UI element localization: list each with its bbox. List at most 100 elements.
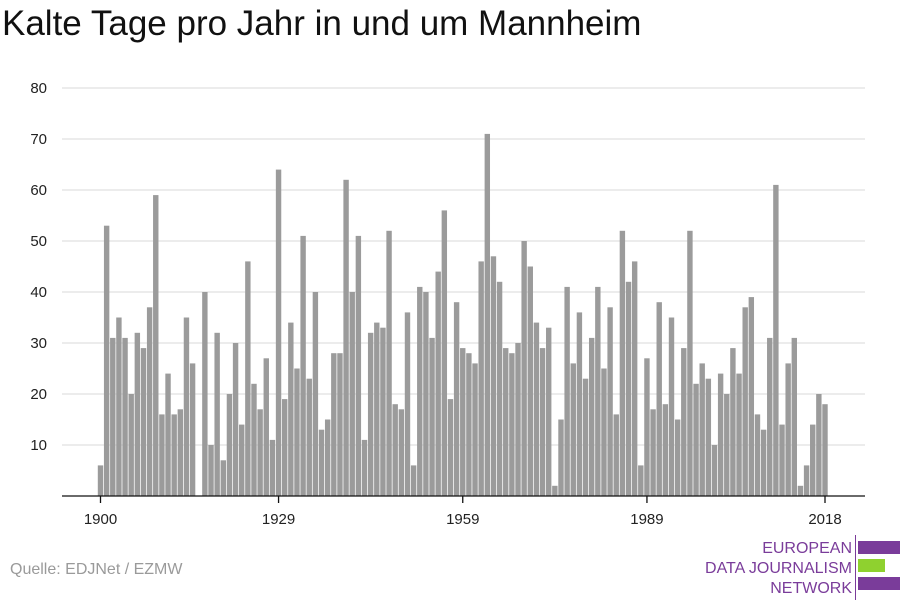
bar bbox=[533, 322, 540, 496]
bar bbox=[460, 348, 466, 496]
bar bbox=[662, 404, 669, 496]
bar bbox=[607, 307, 613, 496]
bar bbox=[122, 337, 128, 496]
bar bbox=[496, 281, 503, 496]
bar bbox=[300, 235, 306, 496]
bar bbox=[294, 368, 300, 496]
y-axis-ticks: 10 20 30 40 50 60 70 80 bbox=[30, 80, 47, 454]
bar bbox=[398, 409, 405, 496]
bar bbox=[668, 317, 675, 496]
bar bbox=[214, 332, 220, 496]
bar bbox=[650, 409, 656, 496]
bar bbox=[331, 353, 337, 496]
bar bbox=[429, 337, 435, 496]
bar bbox=[251, 383, 257, 496]
y-tick-label: 80 bbox=[30, 80, 47, 97]
x-tick-label: 1900 bbox=[84, 511, 117, 528]
y-tick-label: 30 bbox=[30, 335, 47, 352]
bar bbox=[392, 404, 398, 496]
bar bbox=[576, 312, 583, 496]
x-tick-label: 2018 bbox=[808, 511, 841, 528]
logo-line-3: NETWORK bbox=[770, 580, 852, 597]
bar bbox=[595, 286, 601, 496]
bar bbox=[644, 358, 650, 496]
logo-stripe-top bbox=[858, 541, 900, 554]
bar bbox=[472, 363, 478, 496]
bar bbox=[791, 337, 798, 496]
bar bbox=[822, 404, 828, 496]
bar bbox=[171, 414, 177, 496]
bar bbox=[509, 353, 515, 496]
bar bbox=[116, 317, 122, 496]
bar bbox=[515, 343, 521, 496]
bar bbox=[503, 348, 509, 496]
bar bbox=[681, 348, 687, 496]
bar bbox=[288, 322, 294, 496]
bar bbox=[337, 353, 343, 496]
bar bbox=[754, 414, 761, 496]
bar bbox=[367, 332, 374, 496]
bar bbox=[687, 230, 693, 497]
y-tick-label: 10 bbox=[30, 437, 47, 454]
bar bbox=[355, 235, 362, 496]
bar bbox=[404, 312, 411, 496]
bar bbox=[343, 179, 349, 497]
bar bbox=[441, 210, 448, 496]
bar bbox=[361, 439, 368, 496]
bar bbox=[748, 297, 755, 496]
bar bbox=[239, 424, 245, 496]
bar bbox=[410, 465, 417, 496]
bar bbox=[134, 332, 141, 496]
bar bbox=[779, 424, 785, 496]
y-tick-label: 20 bbox=[30, 386, 47, 403]
bar bbox=[103, 225, 110, 496]
x-tick-label: 1959 bbox=[446, 511, 479, 528]
bar bbox=[760, 429, 767, 496]
bar bbox=[110, 337, 116, 496]
bar bbox=[263, 358, 269, 496]
bar bbox=[705, 378, 712, 496]
bar bbox=[226, 394, 233, 496]
bar bbox=[453, 302, 460, 496]
bar bbox=[674, 419, 681, 496]
bar bbox=[785, 363, 791, 496]
bar bbox=[324, 419, 331, 496]
bar bbox=[306, 378, 312, 496]
bar bbox=[803, 465, 810, 496]
bar bbox=[423, 292, 429, 496]
bar bbox=[466, 353, 472, 496]
bar bbox=[582, 378, 589, 496]
bar bbox=[810, 424, 816, 496]
bar bbox=[146, 307, 153, 496]
bar bbox=[153, 195, 159, 496]
bar bbox=[588, 337, 595, 496]
bar bbox=[631, 261, 638, 496]
bar bbox=[202, 292, 208, 496]
bar bbox=[208, 445, 214, 496]
bar bbox=[816, 394, 822, 496]
bar bbox=[699, 363, 705, 496]
bar bbox=[374, 322, 380, 496]
y-tick-label: 70 bbox=[30, 131, 47, 148]
bars bbox=[97, 133, 828, 497]
bar bbox=[386, 230, 392, 497]
logo-line-1: EUROPEAN bbox=[762, 540, 852, 557]
x-tick-label: 1989 bbox=[630, 511, 663, 528]
bar bbox=[693, 383, 699, 496]
bar bbox=[564, 286, 570, 496]
bar bbox=[128, 394, 134, 496]
bar bbox=[656, 302, 662, 496]
bar bbox=[97, 465, 104, 496]
bar bbox=[318, 429, 325, 496]
logo-line-2: DATA JOURNALISM bbox=[705, 560, 852, 577]
bar bbox=[742, 307, 748, 496]
bar bbox=[447, 399, 454, 496]
bar bbox=[484, 133, 491, 496]
x-tick-label: 1929 bbox=[262, 511, 295, 528]
bar bbox=[773, 184, 779, 496]
bar bbox=[546, 327, 552, 496]
bar bbox=[638, 465, 644, 496]
bar bbox=[717, 373, 724, 496]
bar bbox=[159, 414, 165, 496]
